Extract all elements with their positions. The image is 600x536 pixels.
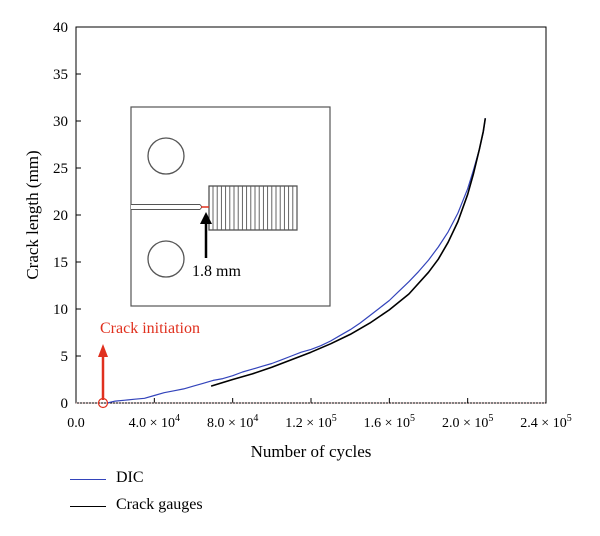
series-line-dic xyxy=(107,118,486,404)
y-axis-ticks: 0 5 10 15 20 25 30 35 40 xyxy=(53,20,81,412)
y-tick-label: 40 xyxy=(53,20,68,36)
x-tick-label: 0.0 xyxy=(67,416,85,431)
y-tick-label: 10 xyxy=(53,302,68,318)
x-tick-label: 1.6 × 105 xyxy=(364,413,415,431)
y-tick-label: 15 xyxy=(53,255,68,271)
y-tick-label: 25 xyxy=(53,161,68,177)
series-line-crack-gauges xyxy=(210,118,487,387)
x-axis-label: Number of cycles xyxy=(251,442,372,461)
crack-gauge-grid xyxy=(208,185,298,231)
x-tick-label: 2.0 × 105 xyxy=(442,413,493,431)
y-tick-label: 35 xyxy=(53,67,68,83)
y-tick-label: 30 xyxy=(53,114,68,130)
initiation-label: Crack initiation xyxy=(100,320,200,337)
x-tick-label: 4.0 × 104 xyxy=(129,413,180,431)
dimension-label: 1.8 mm xyxy=(192,263,241,280)
x-tick-label: 8.0 × 104 xyxy=(207,413,258,431)
initiation-arrow-head xyxy=(98,344,108,357)
x-axis-ticks: 0.0 4.0 × 104 8.0 × 104 1.2 × 105 1.6 × 105 2… xyxy=(67,398,572,431)
x-tick-label: 2.4 × 105 xyxy=(520,413,571,431)
legend-label-crack-gauges: Crack gauges xyxy=(116,496,203,513)
legend-line-crack-gauges xyxy=(70,506,106,507)
y-tick-label: 0 xyxy=(61,396,69,412)
y-tick-label: 5 xyxy=(61,349,69,365)
specimen-inset: 1.8 mm xyxy=(130,106,331,307)
dimension-arrow-head xyxy=(200,212,212,224)
y-axis-label: Crack length (mm) xyxy=(23,150,42,279)
pin-hole-upper xyxy=(147,137,185,175)
legend-label-dic: DIC xyxy=(116,469,144,486)
pin-hole-lower xyxy=(147,240,185,278)
x-tick-label: 1.2 × 105 xyxy=(285,413,336,431)
crack-initiation-annotation: Crack initiation xyxy=(97,320,200,409)
y-tick-label: 20 xyxy=(53,208,68,224)
series-layer xyxy=(107,118,487,404)
initiation-marker xyxy=(97,397,109,409)
legend-line-dic xyxy=(70,479,106,480)
